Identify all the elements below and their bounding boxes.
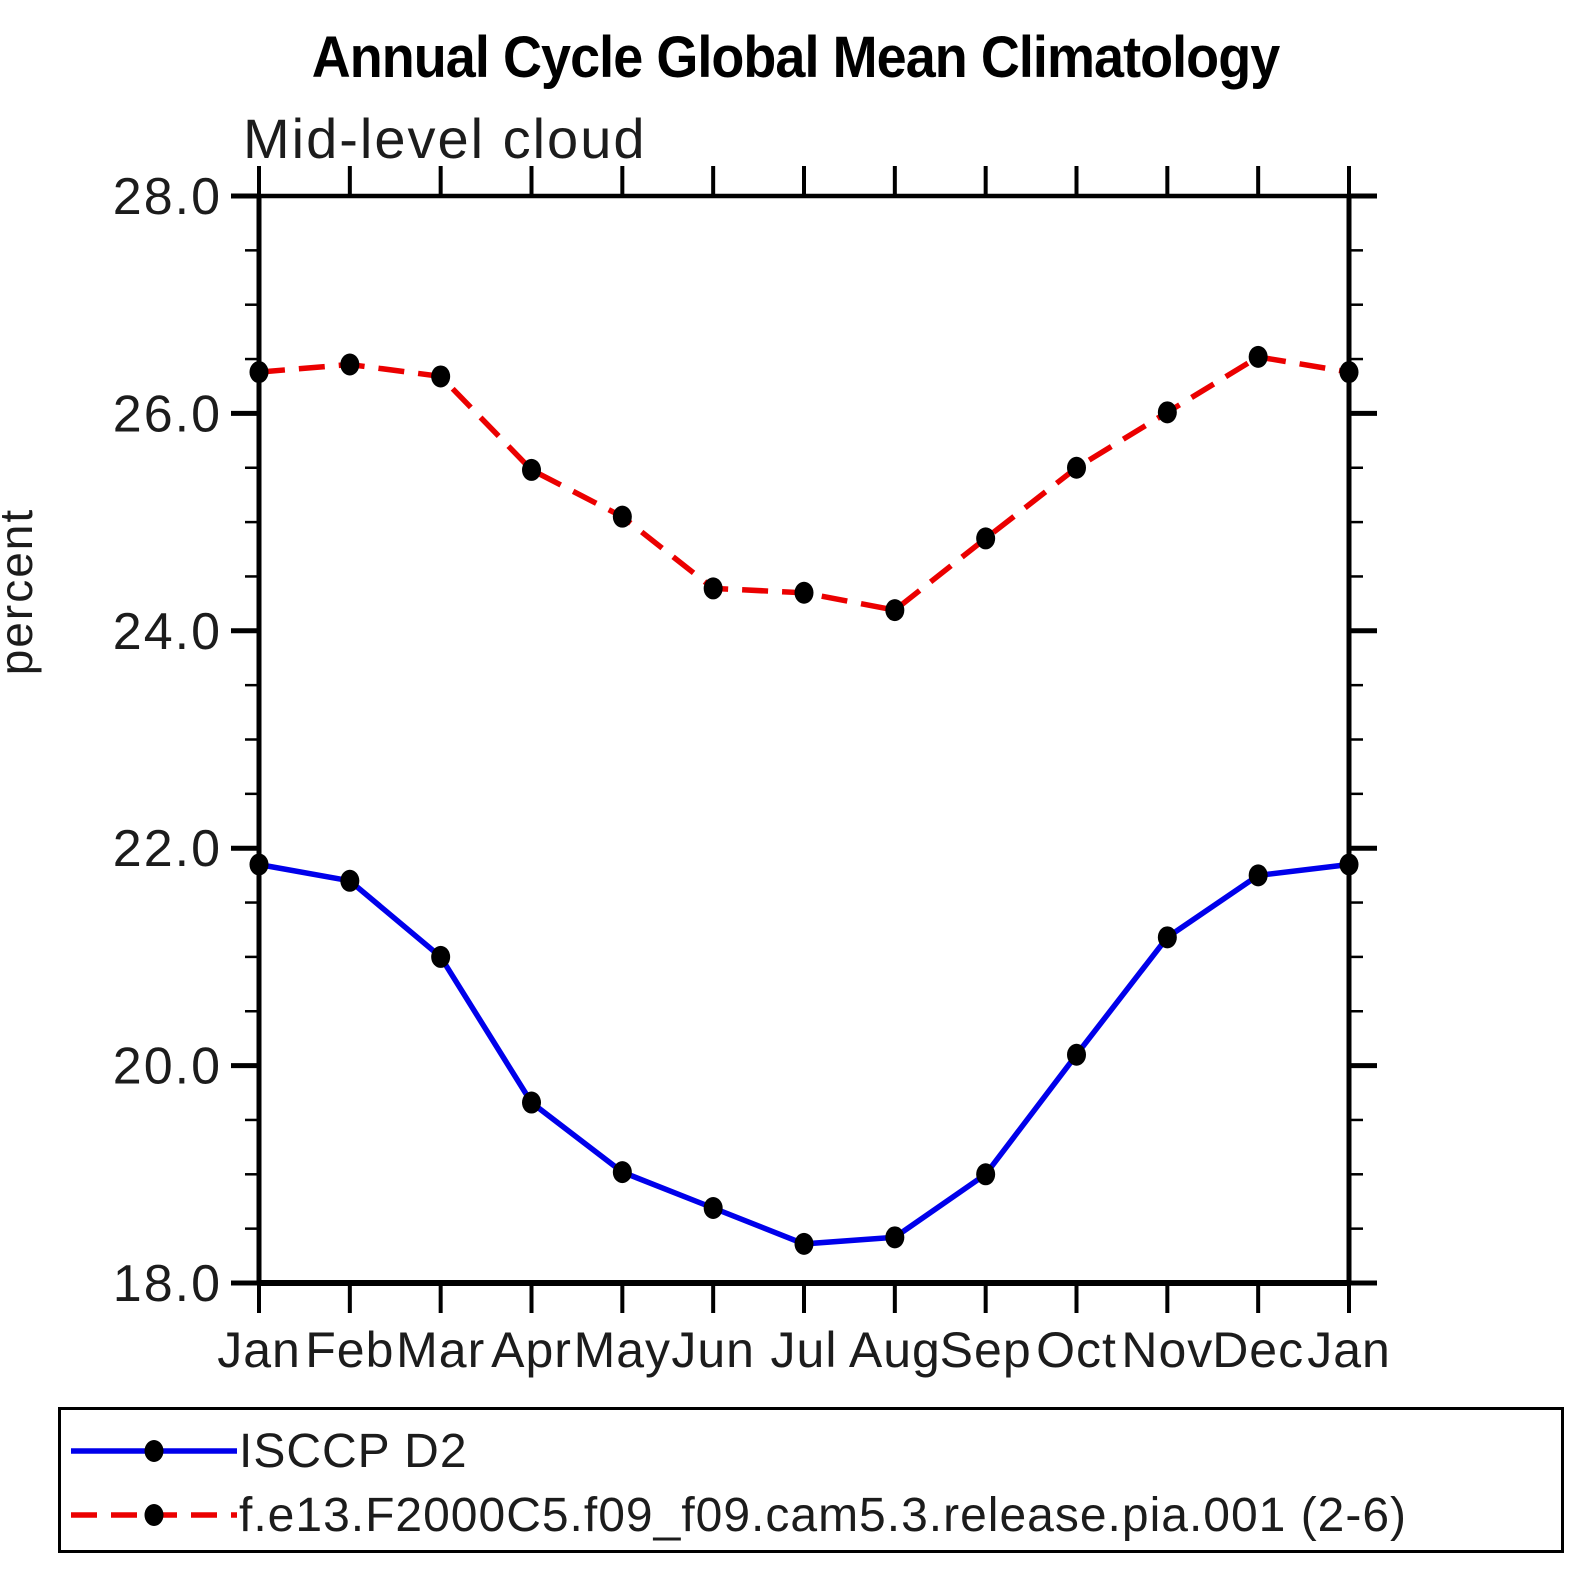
data-point-marker bbox=[1157, 926, 1177, 949]
legend-dashed-line-dot-icon bbox=[69, 1500, 239, 1530]
data-point-marker bbox=[431, 365, 451, 388]
y-tick-label: 26.0 bbox=[113, 385, 222, 443]
data-point-marker bbox=[1067, 1043, 1086, 1066]
data-point-marker bbox=[1157, 401, 1177, 424]
data-point-marker bbox=[794, 581, 814, 604]
data-point-marker bbox=[1339, 361, 1359, 384]
data-point-marker bbox=[249, 853, 269, 876]
data-point-marker bbox=[431, 945, 451, 968]
x-tick-label: Nov bbox=[1121, 1322, 1213, 1378]
y-tick-label: 20.0 bbox=[113, 1038, 222, 1096]
data-point-marker bbox=[703, 577, 723, 600]
data-point-marker bbox=[885, 599, 905, 622]
x-tick-label: Dec bbox=[1212, 1322, 1304, 1378]
legend-marker-dot bbox=[144, 1440, 164, 1462]
data-point-marker bbox=[794, 1232, 814, 1255]
data-point-marker bbox=[612, 1161, 632, 1184]
data-point-marker bbox=[976, 527, 996, 550]
chart-title: Annual Cycle Global Mean Climatology bbox=[311, 25, 1281, 90]
y-tick-label: 28.0 bbox=[113, 168, 222, 226]
legend-item-isccp-d2: ISCCP D2 bbox=[69, 1424, 468, 1478]
x-tick-label: Apr bbox=[491, 1322, 572, 1378]
y-tick-label: 22.0 bbox=[113, 820, 222, 878]
data-point-marker bbox=[340, 353, 360, 376]
x-tick-label: Sep bbox=[940, 1322, 1032, 1378]
legend-box: ISCCP D2 f.e13.F2000C5.f09_f09.cam5.3.re… bbox=[58, 1407, 1564, 1553]
legend-item-model-run: f.e13.F2000C5.f09_f09.cam5.3.release.pia… bbox=[69, 1488, 1408, 1542]
y-tick-label: 24.0 bbox=[113, 603, 222, 661]
legend-marker-dot bbox=[144, 1504, 164, 1526]
data-point-marker bbox=[1248, 864, 1268, 887]
data-point-marker bbox=[885, 1226, 905, 1249]
chart-subtitle: Mid-level cloud bbox=[243, 107, 647, 170]
legend-line-sample bbox=[71, 1504, 237, 1526]
data-point-marker bbox=[612, 505, 632, 528]
x-tick-label: Oct bbox=[1036, 1322, 1117, 1378]
x-tick-label: Feb bbox=[305, 1322, 394, 1378]
data-point-marker bbox=[1248, 345, 1268, 368]
x-tick-label: Jan bbox=[1307, 1322, 1391, 1378]
series-line-0 bbox=[258, 861, 1350, 1247]
x-tick-label: Mar bbox=[396, 1322, 485, 1378]
x-tick-label: Aug bbox=[849, 1322, 941, 1378]
legend-solid-line-dot-icon bbox=[69, 1436, 239, 1466]
data-point-marker bbox=[976, 1163, 996, 1186]
legend-line-sample bbox=[71, 1440, 237, 1462]
data-point-marker bbox=[522, 458, 541, 481]
data-point-marker bbox=[1339, 853, 1359, 876]
legend-label: f.e13.F2000C5.f09_f09.cam5.3.release.pia… bbox=[239, 1488, 1408, 1542]
data-point-marker bbox=[340, 869, 360, 892]
x-tick-label: Jan bbox=[217, 1322, 301, 1378]
data-point-marker bbox=[703, 1196, 723, 1219]
data-point-marker bbox=[249, 361, 269, 384]
x-tick-label: Jul bbox=[771, 1322, 838, 1378]
series-line-1 bbox=[258, 354, 1350, 614]
x-tick-label: Jun bbox=[671, 1322, 755, 1378]
y-tick-label: 18.0 bbox=[113, 1255, 222, 1313]
legend-label: ISCCP D2 bbox=[239, 1424, 468, 1478]
data-point-marker bbox=[1067, 456, 1086, 479]
data-point-marker bbox=[522, 1091, 541, 1114]
x-tick-label: May bbox=[574, 1322, 671, 1378]
